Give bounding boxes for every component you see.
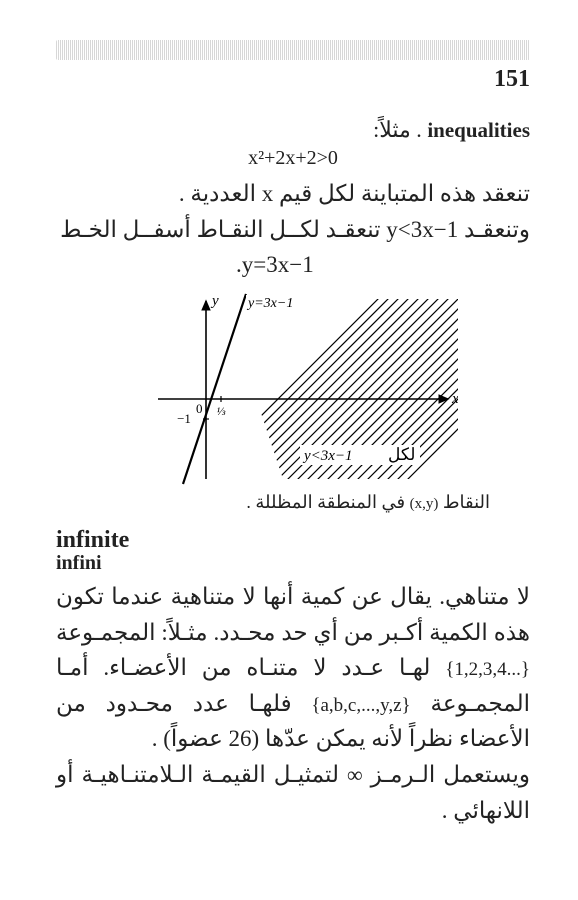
ineq-line2a: وتنعقـد: [458, 217, 530, 242]
xtick-label: ⅓: [217, 404, 226, 418]
caption-ar-post: في المنطقة المظللة .: [246, 492, 409, 512]
ineq-line3-ltr: y=3x−1: [242, 252, 314, 277]
infinite-en: infinite: [56, 527, 530, 554]
inf-p1a: لا متناهي. يقال عن كمية أنها لا متناهية …: [56, 584, 530, 645]
ineq-line3: y=3x−1.: [56, 247, 530, 283]
y-axis-label: y: [210, 293, 219, 309]
page-number: 151: [56, 66, 530, 93]
caption-ar-pre: النقاط: [438, 492, 490, 512]
origin-label: 0: [196, 401, 203, 416]
inequality-graph: ⅓ −1 0 x y y=3x−1 y<3x−1 لكل: [56, 289, 530, 494]
ineq-line2b: تنعقـد لكــل النقـاط أسفــل الخـط: [60, 217, 386, 242]
inf-p2a: ويستعمل الـرمـز: [363, 762, 530, 787]
graph-line: [183, 294, 246, 484]
inequality-formula: x²+2x+2>0: [56, 147, 530, 170]
inequalities-en: inequalities: [427, 118, 530, 142]
x-axis-label: x: [451, 391, 458, 407]
infinite-fr: infini: [56, 552, 530, 575]
inequalities-ar-intro: . مثلاً:: [373, 117, 422, 142]
ineq-line1: تنعقد هذه المتباينة لكل قيم x العددية .: [56, 176, 530, 212]
ytick-label: −1: [177, 411, 191, 426]
line-label: y=3x−1: [246, 296, 293, 311]
infinite-para2: ويستعمل الـرمـز ∞ لتمثيـل القيمـة الـلام…: [56, 757, 530, 828]
ineq-region-label-ltr: y<3x−1: [302, 448, 353, 464]
inequalities-heading: inequalities . مثلاً:: [56, 117, 530, 143]
ineq-region-label-ar: لكل: [388, 445, 415, 464]
ineq-line2: وتنعقـد y<3x−1 تنعقـد لكــل النقـاط أسفـ…: [56, 212, 530, 248]
infinite-para1: لا متناهي. يقال عن كمية أنها لا متناهية …: [56, 579, 530, 757]
ineq-line2-ltr: y<3x−1: [386, 217, 458, 242]
inf-set1: {1,2,3,4...}: [445, 659, 530, 680]
caption-ltr: (x,y): [410, 496, 439, 512]
infinity-symbol: ∞: [347, 762, 363, 787]
inf-set2: {a,b,c,...,y,z}: [311, 695, 410, 716]
graph-caption: النقاط (x,y) في المنطقة المظللة .: [56, 492, 490, 513]
decorative-band: [56, 40, 530, 60]
